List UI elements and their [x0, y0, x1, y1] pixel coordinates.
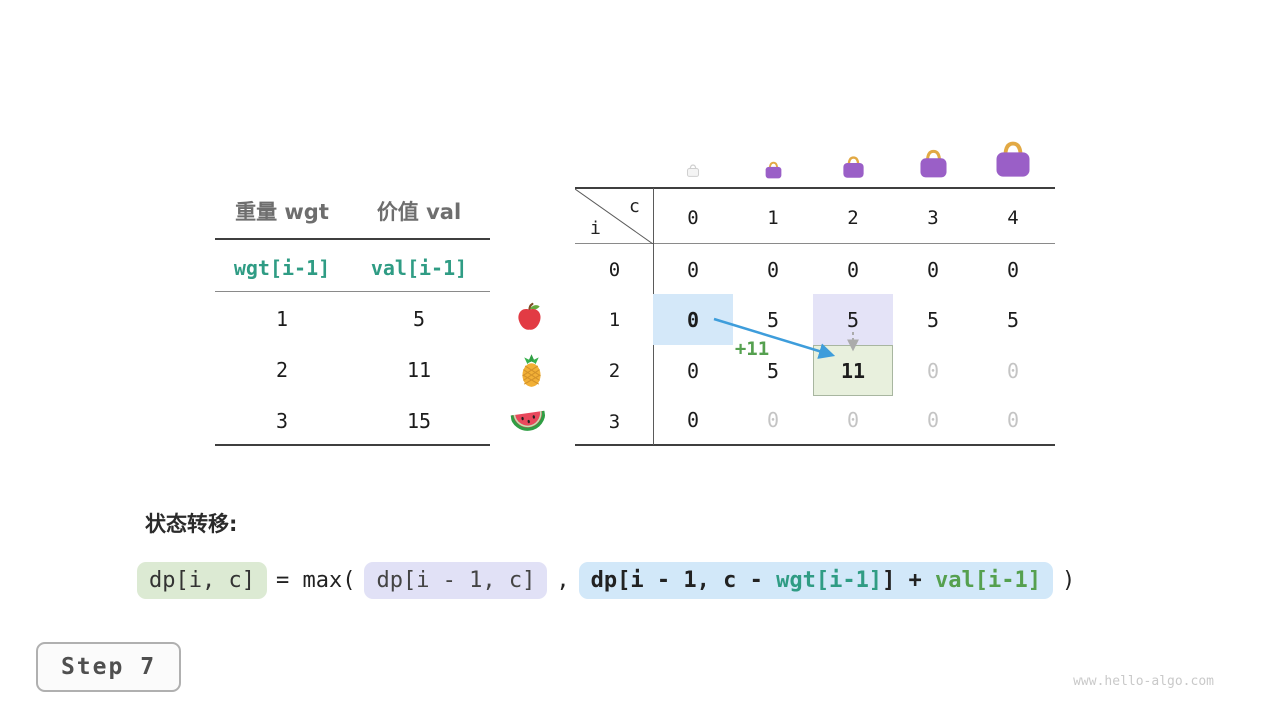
item-3-value: 15 — [406, 409, 432, 433]
formula-term-take-prefix: dp[i - 1, c - — [590, 568, 777, 593]
dp-cell-0-4: 0 — [1006, 257, 1020, 282]
dp-row-header-3: 3 — [608, 410, 621, 433]
formula-equals-max: = max( — [275, 568, 356, 593]
bag-capacity-0-icon — [685, 163, 701, 182]
state-transition-formula: dp[i, c] = max( dp[i - 1, c] , dp[i - 1,… — [137, 562, 1084, 599]
dp-cell-1-4: 5 — [1006, 307, 1020, 332]
dp-row-header-0: 0 — [608, 258, 621, 281]
pineapple-icon — [517, 353, 546, 392]
formula-separator: , — [556, 568, 570, 593]
dp-col-header-2: 2 — [847, 207, 859, 229]
dp-row-header-2: 2 — [608, 359, 621, 382]
dp-cell-3-3: 0 — [926, 408, 940, 432]
dp-col-header-3: 3 — [927, 207, 939, 229]
corner-col-label: c — [629, 196, 640, 217]
corner-row-label: i — [590, 218, 601, 239]
dp-col-header-4: 4 — [1007, 207, 1019, 229]
step-badge: Step 7 — [36, 642, 181, 692]
item-1-value: 5 — [412, 307, 426, 331]
bag-capacity-3-icon — [916, 147, 951, 184]
transition-value-label: +11 — [734, 338, 770, 360]
divider — [215, 444, 490, 446]
dp-cell-0-1: 0 — [766, 257, 780, 282]
dp-col-header-0: 0 — [687, 207, 699, 229]
formula-term-take: dp[i - 1, c - wgt[i-1]] + val[i-1] — [578, 562, 1054, 599]
items-subheader-wgt: wgt[i-1] — [233, 256, 331, 280]
bag-capacity-1-icon — [763, 160, 784, 184]
watermark: www.hello-algo.com — [1073, 674, 1214, 689]
formula-closing-paren: ) — [1062, 568, 1076, 593]
formula-term-take-val: val[i-1] — [935, 568, 1042, 593]
formula-term-take-wgt: wgt[i-1] — [776, 568, 883, 593]
items-col-weight-header: 重量 wgt — [235, 200, 329, 224]
dp-cell-0-2: 0 — [846, 257, 860, 282]
dp-cell-1-2: 5 — [813, 294, 893, 345]
divider — [575, 243, 1055, 244]
dp-cell-2-2: 11 — [813, 345, 893, 396]
apple-icon — [514, 301, 545, 336]
dp-cell-3-2: 0 — [846, 408, 860, 432]
formula-term-take-mid: ] + — [882, 568, 936, 593]
watermelon-icon — [510, 407, 548, 440]
dp-cell-2-1: 5 — [766, 358, 780, 383]
divider — [575, 444, 1055, 446]
divider — [215, 238, 490, 240]
item-2-weight: 2 — [275, 358, 289, 382]
dp-cell-1-3: 5 — [926, 307, 940, 332]
dp-cell-0-0: 0 — [686, 257, 700, 282]
dp-cell-2-0: 0 — [686, 358, 700, 383]
dp-cell-3-0: 0 — [686, 408, 700, 432]
divider — [215, 291, 490, 292]
dp-cell-0-3: 0 — [926, 257, 940, 282]
dp-cell-2-4: 0 — [1006, 358, 1020, 383]
step-badge-label: Step 7 — [60, 654, 157, 680]
state-transition-heading: 状态转移: — [145, 512, 238, 536]
dp-row-header-1: 1 — [608, 308, 621, 331]
dp-col-header-1: 1 — [767, 207, 779, 229]
bag-capacity-2-icon — [840, 154, 867, 184]
bag-capacity-4-icon — [991, 138, 1035, 184]
corner-diagonal — [575, 189, 653, 244]
item-3-weight: 3 — [275, 409, 289, 433]
divider — [575, 187, 1055, 189]
dp-cell-3-1: 0 — [766, 408, 780, 432]
formula-term-keep: dp[i - 1, c] — [364, 562, 548, 599]
dp-cell-3-4: 0 — [1006, 408, 1020, 432]
item-2-value: 11 — [406, 358, 432, 382]
items-subheader-val: val[i-1] — [370, 256, 468, 280]
items-col-value-header: 价值 val — [376, 200, 462, 224]
dp-cell-2-3: 0 — [926, 358, 940, 383]
item-1-weight: 1 — [275, 307, 289, 331]
formula-lhs: dp[i, c] — [137, 562, 267, 599]
